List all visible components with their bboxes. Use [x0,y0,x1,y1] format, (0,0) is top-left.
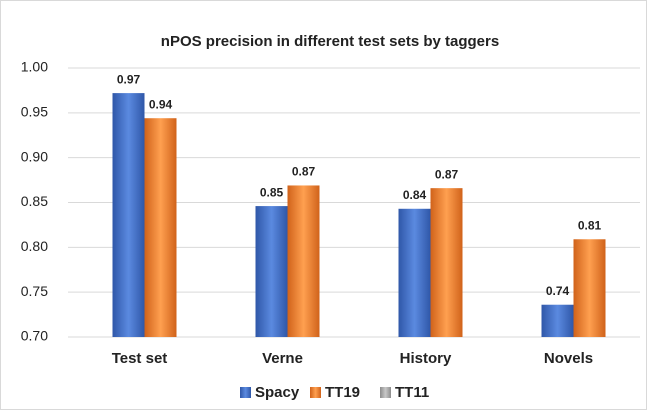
value-label: 0.84 [403,188,427,202]
value-label: 0.85 [260,185,284,199]
value-label: 0.74 [546,284,570,298]
y-tick-label: 0.90 [21,148,48,164]
y-tick-label: 0.70 [21,328,48,344]
x-tick-label: Novels [544,350,593,367]
bar [112,93,145,338]
y-tick-label: 0.95 [21,104,48,120]
bar [573,239,606,337]
value-label: 0.87 [292,165,316,179]
bar [541,304,574,337]
bar [287,185,320,337]
bar [255,206,288,337]
value-label: 0.97 [117,72,141,86]
legend-label: TT11 [395,384,429,401]
x-tick-label: Test set [112,350,168,367]
x-tick-label: History [400,350,452,367]
legend-swatch [240,387,251,398]
y-tick-label: 1.00 [21,59,48,75]
bar [398,208,431,337]
x-tick-label: Verne [262,350,303,367]
legend-label: TT19 [325,384,360,401]
chart-title: nPOS precision in different test sets by… [161,33,499,50]
y-tick-label: 0.75 [21,283,48,299]
legend-swatch [310,387,321,398]
legend-label: Spacy [255,384,300,401]
bar [144,118,177,337]
bar [430,188,463,337]
value-label: 0.87 [435,167,459,181]
legend-swatch [380,387,391,398]
y-tick-label: 0.85 [21,193,48,209]
y-tick-label: 0.80 [21,238,48,254]
value-label: 0.94 [149,97,173,111]
value-label: 0.81 [578,218,602,232]
